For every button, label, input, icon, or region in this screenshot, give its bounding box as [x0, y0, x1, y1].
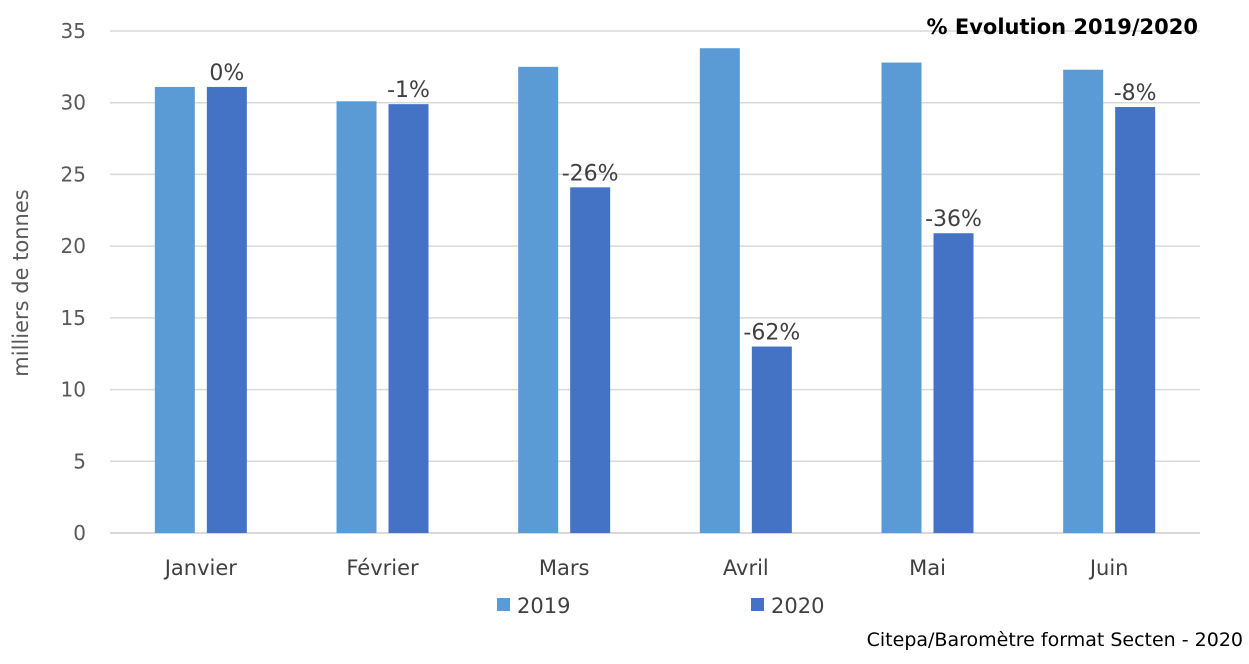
- legend-label-2020: 2020: [771, 594, 824, 618]
- bar-2020-Mars: [570, 187, 611, 533]
- bar-2019-Mars: [518, 66, 559, 533]
- bar-2020-Mai: [933, 233, 974, 533]
- data-label: -36%: [925, 207, 982, 232]
- bars: [154, 48, 1156, 534]
- legend: 2019 2020: [497, 594, 824, 618]
- data-label: -26%: [562, 161, 619, 186]
- data-label: -1%: [387, 78, 430, 103]
- x-tick-label: Juin: [1088, 556, 1129, 580]
- bar-2020-Janvier: [206, 86, 247, 534]
- data-label: -62%: [743, 321, 800, 346]
- y-tick-label: 35: [61, 19, 86, 43]
- bar-2019-Janvier: [154, 86, 195, 534]
- y-tick-label: 15: [61, 306, 86, 330]
- source-note: Citepa/Baromètre format Secten - 2020: [867, 629, 1243, 651]
- legend-swatch-2020: [751, 598, 764, 611]
- x-tick-label: Avril: [723, 556, 769, 580]
- evolution-annotation: % Evolution 2019/2020: [927, 15, 1198, 39]
- legend-swatch-2019: [497, 598, 510, 611]
- legend-label-2019: 2019: [517, 594, 570, 618]
- x-tick-label: Janvier: [163, 556, 238, 580]
- data-label: -8%: [1114, 81, 1157, 106]
- y-axis-ticks: 0 5 10 15 20 25 30 35: [61, 19, 86, 545]
- data-labels: 0% -1% -26% -62% -36% -8%: [209, 61, 1156, 346]
- bar-2019-Avril: [699, 48, 740, 534]
- bar-2019-Mai: [881, 62, 922, 533]
- bar-2020-Février: [388, 104, 429, 534]
- y-tick-label: 10: [61, 378, 86, 402]
- y-tick-label: 0: [73, 521, 86, 545]
- bar-2019-Février: [336, 101, 377, 533]
- y-tick-label: 20: [61, 234, 86, 258]
- y-tick-label: 25: [61, 162, 86, 186]
- x-tick-label: Mai: [909, 556, 946, 580]
- bar-2019-Juin: [1063, 69, 1104, 534]
- x-tick-label: Février: [346, 556, 419, 580]
- data-label: 0%: [209, 61, 244, 86]
- bar-2020-Avril: [751, 346, 792, 533]
- y-axis-label: milliers de tonnes: [9, 189, 33, 376]
- y-tick-label: 5: [73, 449, 86, 473]
- y-tick-label: 30: [61, 91, 86, 115]
- x-tick-label: Mars: [539, 556, 590, 580]
- bar-2020-Juin: [1115, 107, 1156, 533]
- gridlines: [110, 30, 1200, 534]
- x-axis-categories: Janvier Février Mars Avril Mai Juin: [163, 556, 1129, 580]
